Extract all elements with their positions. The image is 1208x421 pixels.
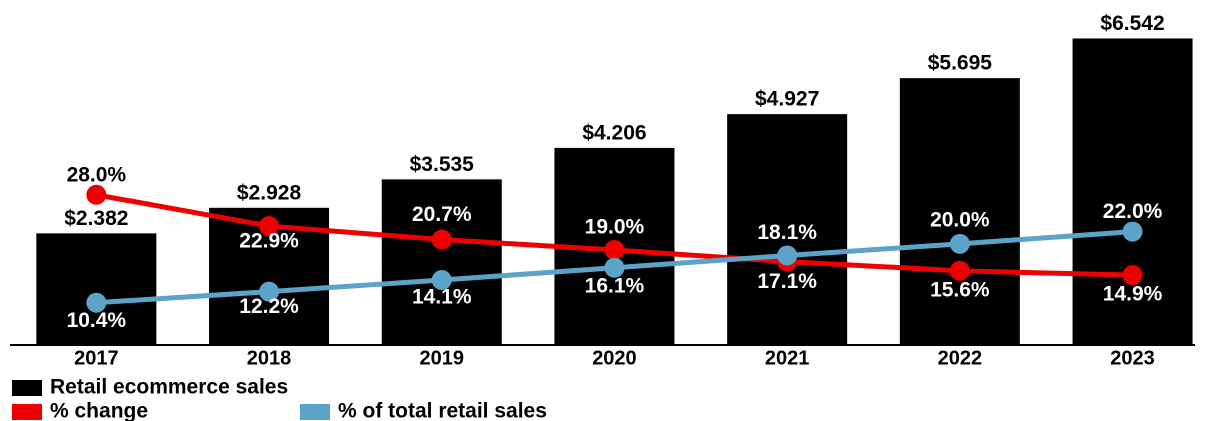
bar-value-label: $2.928 [237,181,302,204]
line-value-label: 14.9% [1103,283,1163,306]
x-tick-label: 2020 [592,347,637,369]
legend-label: % of total retail sales [338,400,547,421]
line-point [431,270,452,291]
x-tick-label: 2022 [938,347,983,369]
line-point [1122,221,1143,242]
legend-swatch [12,404,42,420]
x-tick-label: 2021 [765,347,810,369]
line-point [1122,265,1143,286]
bar [899,78,1020,346]
line-value-label: 28.0% [67,163,127,186]
bar [381,179,502,345]
bar-value-label: $2.382 [64,207,128,230]
bar-value-label: $4.206 [582,121,646,144]
x-tick-label: 2018 [247,347,292,369]
legend-swatch [12,380,42,396]
line-point [86,292,107,313]
line-value-label: 22.9% [239,230,299,253]
bar-value-label: $5.695 [928,52,993,75]
x-tick-label: 2017 [74,347,119,369]
legend-label: Retail ecommerce sales [50,376,288,399]
legend-swatch [300,404,330,420]
line-point [949,260,970,281]
bar [1072,38,1193,345]
line-value-label: 20.0% [930,208,990,231]
line-value-label: 10.4% [67,309,127,332]
line-point [259,216,280,237]
line-value-label: 19.0% [585,216,645,239]
line-value-label: 17.1% [757,270,817,293]
line-point [259,281,280,302]
x-tick-label: 2023 [1110,347,1155,369]
line-value-label: 20.7% [412,203,472,226]
bar [727,114,848,345]
line-point [604,239,625,260]
bar-value-label: $4.927 [755,88,819,111]
line-value-label: 22.0% [1103,200,1163,223]
line-value-label: 16.1% [585,274,645,297]
legend-label: % change [50,400,148,421]
line-value-label: 15.6% [930,278,990,301]
bar-value-label: $3.535 [410,153,475,176]
x-tick-label: 2019 [420,347,465,369]
bar-value-label: $6.542 [1100,12,1164,35]
line-value-label: 14.1% [412,286,472,309]
line-value-label: 18.1% [757,221,817,244]
bar [36,233,157,345]
line-point [431,229,452,250]
line-point [949,233,970,254]
line-value-label: 12.2% [239,295,299,318]
line-point [604,257,625,278]
line-point [86,184,107,205]
line-point [777,245,798,266]
